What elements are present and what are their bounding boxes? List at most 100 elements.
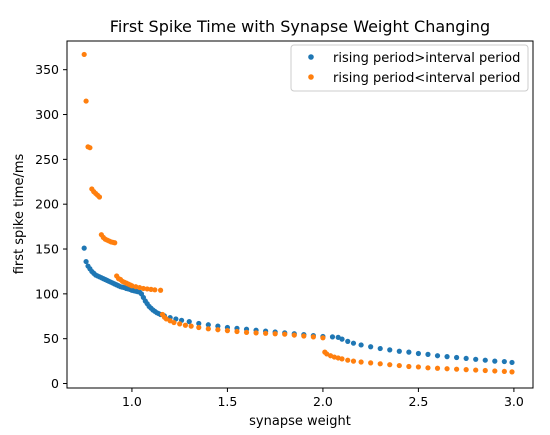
data-point [320,335,326,341]
data-point [196,324,202,331]
y-tick-label: 50 [43,331,59,346]
data-point [377,345,383,352]
data-point [234,328,240,335]
data-point [224,328,231,334]
data-point [148,286,154,292]
legend-marker-series-1 [308,54,314,60]
data-point [509,359,515,366]
data-point [425,351,431,357]
data-point [406,349,412,355]
data-point [463,367,469,373]
data-point [253,330,259,336]
data-point [177,321,183,327]
data-point [87,145,93,151]
data-point [329,334,336,340]
data-point [215,327,221,333]
data-point [396,348,402,354]
data-point [358,342,364,348]
x-tick-label: 3.0 [504,394,524,409]
data-points [81,51,515,375]
data-point [182,322,189,328]
x-tick-label: 1.5 [217,394,237,409]
data-point [444,354,450,360]
y-tick-label: 150 [35,242,59,257]
data-point [291,332,297,338]
data-point [434,365,441,371]
data-point [339,356,345,362]
data-point [83,98,89,104]
data-point [454,366,460,372]
data-point [81,51,87,58]
data-point [368,360,374,366]
data-point [454,354,460,361]
data-point [415,350,422,357]
data-point [492,358,498,364]
data-point [205,322,211,328]
legend-label-series-1: rising period>interval period [333,51,520,66]
data-point [205,326,211,332]
data-point [501,368,507,375]
data-point [509,369,515,375]
data-point [406,363,412,370]
legend: rising period>interval period rising per… [290,44,529,92]
legend-marker-series-2 [308,74,314,80]
legend-box [290,44,529,92]
y-axis-label: first spike time/ms [12,153,27,274]
data-point [482,367,488,374]
data-point [345,357,351,363]
data-point [310,334,316,340]
y-tick-label: 200 [35,197,59,212]
y-axis: 0 50 100 150 200 250 300 350 [35,62,67,391]
x-axis-label: synapse weight [249,414,351,429]
data-point [350,358,357,364]
data-point [272,331,278,337]
chart-title: First Spike Time with Synapse Weight Cha… [110,17,490,36]
data-point [473,367,479,373]
data-point [144,286,150,292]
y-tick-label: 250 [35,152,59,167]
data-point [368,344,374,350]
data-point [358,359,364,365]
data-point [282,331,288,337]
data-point [473,356,479,362]
data-point [350,340,357,346]
data-point [215,323,221,329]
data-point [339,336,345,342]
x-tick-label: 1.0 [122,394,142,409]
y-tick-label: 100 [35,286,59,301]
data-point [425,365,431,371]
data-point [188,323,194,329]
legend-label-series-2: rising period<interval period [333,71,520,86]
data-point [186,319,192,325]
data-point [263,330,269,336]
data-point [492,368,498,374]
series-2-points [81,51,515,375]
y-tick-label: 0 [51,376,59,391]
data-point [444,366,450,372]
data-point [196,320,202,327]
data-point [157,287,164,293]
data-point [387,347,393,353]
data-point [463,355,469,362]
data-point [140,285,146,292]
data-point [96,194,103,200]
data-point [387,362,393,368]
data-point [83,258,89,265]
data-point [377,361,383,367]
data-point [345,338,351,344]
plot-area [66,40,534,389]
data-point [301,333,307,339]
data-point [415,364,422,370]
data-point [434,353,441,359]
data-point [152,287,158,293]
data-point [501,358,507,365]
x-tick-label: 2.5 [408,394,428,409]
data-point [482,357,488,363]
x-tick-label: 2.0 [313,394,333,409]
y-tick-label: 300 [35,107,59,122]
data-point [396,362,402,369]
x-axis: 1.0 1.5 2.0 2.5 3.0 [122,388,524,409]
data-point [243,329,250,336]
y-tick-label: 350 [35,62,59,77]
